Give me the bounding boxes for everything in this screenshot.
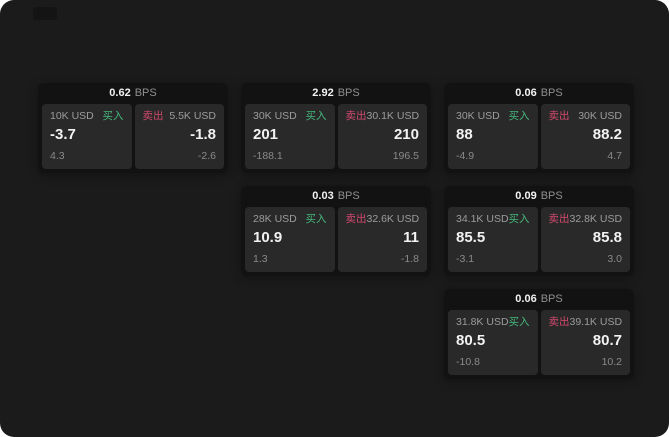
quote-card: 2.92 BPS 30K USD 买入 201 -188.1 卖出 30.1K … (241, 83, 431, 173)
sell-label: 卖出 (345, 110, 367, 122)
bps-unit-label: BPS (337, 87, 360, 99)
buy-amount: 31.8K USD (456, 316, 509, 328)
side-panels: 30K USD 买入 201 -188.1 卖出 30.1K USD 210 1… (245, 104, 427, 169)
bps-value: 0.62 (109, 87, 131, 99)
quote-card: 0.09 BPS 34.1K USD 买入 85.5 -3.1 卖出 32.8K… (444, 186, 634, 276)
buy-value: 85.5 (456, 228, 486, 246)
sell-delta: 3.0 (607, 253, 622, 266)
bps-unit-label: BPS (337, 190, 360, 202)
buy-value: 201 (253, 125, 279, 143)
buy-panel[interactable]: 30K USD 买入 201 -188.1 (245, 104, 335, 169)
bps-value: 0.03 (312, 190, 334, 202)
buy-panel[interactable]: 31.8K USD 买入 80.5 -10.8 (448, 310, 538, 375)
side-panels: 34.1K USD 买入 85.5 -3.1 卖出 32.8K USD 85.8… (448, 207, 630, 272)
side-panels: 10K USD 买入 -3.7 4.3 卖出 5.5K USD -1.8 -2.… (42, 104, 224, 169)
quote-grid: 0.62 BPS 10K USD 买入 -3.7 4.3 卖出 5.5K USD (38, 83, 634, 379)
buy-label: 买入 (102, 110, 124, 122)
sell-label: 卖出 (142, 110, 164, 122)
sell-value: 85.8 (592, 228, 622, 246)
buy-panel[interactable]: 30K USD 买入 88 -4.9 (448, 104, 538, 169)
sell-value: 210 (393, 125, 419, 143)
sell-delta: -1.8 (400, 253, 419, 266)
sell-panel[interactable]: 卖出 32.6K USD 11 -1.8 (337, 207, 427, 272)
buy-delta: 4.3 (50, 150, 65, 163)
sell-amount: 30K USD (578, 110, 622, 122)
buy-amount: 10K USD (50, 110, 94, 122)
sell-panel[interactable]: 卖出 30K USD 88.2 4.7 (540, 104, 630, 169)
card-header: 0.03 BPS (241, 186, 431, 207)
bps-unit-label: BPS (134, 87, 157, 99)
sell-panel[interactable]: 卖出 30.1K USD 210 196.5 (337, 104, 427, 169)
sell-amount: 32.8K USD (569, 213, 623, 225)
quote-card: 0.62 BPS 10K USD 买入 -3.7 4.3 卖出 5.5K USD (38, 83, 228, 173)
sell-panel[interactable]: 卖出 39.1K USD 80.7 10.2 (540, 310, 630, 375)
buy-panel[interactable]: 10K USD 买入 -3.7 4.3 (42, 104, 132, 169)
buy-panel[interactable]: 28K USD 买入 10.9 1.3 (245, 207, 335, 272)
buy-panel[interactable]: 34.1K USD 买入 85.5 -3.1 (448, 207, 538, 272)
quote-card: 0.06 BPS 31.8K USD 买入 80.5 -10.8 卖出 39.1… (444, 289, 634, 379)
sell-delta: 10.2 (601, 356, 622, 369)
sell-label: 卖出 (548, 213, 570, 225)
buy-label: 买入 (508, 110, 530, 122)
bps-unit-label: BPS (540, 190, 563, 202)
corner-chip (33, 7, 57, 20)
buy-delta: -10.8 (456, 356, 480, 369)
bps-value: 2.92 (312, 87, 334, 99)
buy-value: 88 (456, 125, 473, 143)
buy-value: 10.9 (253, 228, 283, 246)
sell-label: 卖出 (548, 316, 570, 328)
bps-value: 0.06 (515, 87, 537, 99)
sell-amount: 32.6K USD (366, 213, 420, 225)
buy-label: 买入 (305, 213, 327, 225)
side-panels: 28K USD 买入 10.9 1.3 卖出 32.6K USD 11 -1.8 (245, 207, 427, 272)
card-header: 2.92 BPS (241, 83, 431, 104)
buy-label: 买入 (305, 110, 327, 122)
buy-delta: -4.9 (456, 150, 475, 163)
quote-card: 0.06 BPS 30K USD 买入 88 -4.9 卖出 30K USD (444, 83, 634, 173)
sell-label: 卖出 (345, 213, 367, 225)
card-header: 0.06 BPS (444, 289, 634, 310)
bps-value: 0.09 (515, 190, 537, 202)
bps-unit-label: BPS (540, 87, 563, 99)
buy-label: 买入 (508, 316, 530, 328)
bps-unit-label: BPS (540, 293, 563, 305)
bps-value: 0.06 (515, 293, 537, 305)
sell-amount: 39.1K USD (569, 316, 623, 328)
buy-value: -3.7 (50, 125, 76, 143)
sell-value: -1.8 (190, 125, 216, 143)
sell-delta: 4.7 (607, 150, 622, 163)
buy-label: 买入 (508, 213, 530, 225)
sell-value: 88.2 (592, 125, 622, 143)
side-panels: 30K USD 买入 88 -4.9 卖出 30K USD 88.2 4.7 (448, 104, 630, 169)
card-header: 0.09 BPS (444, 186, 634, 207)
card-header: 0.62 BPS (38, 83, 228, 104)
buy-amount: 34.1K USD (456, 213, 509, 225)
sell-panel[interactable]: 卖出 5.5K USD -1.8 -2.6 (134, 104, 224, 169)
sell-value: 11 (403, 228, 419, 246)
buy-amount: 30K USD (456, 110, 500, 122)
sell-amount: 5.5K USD (169, 110, 216, 122)
side-panels: 31.8K USD 买入 80.5 -10.8 卖出 39.1K USD 80.… (448, 310, 630, 375)
buy-amount: 28K USD (253, 213, 297, 225)
sell-delta: 196.5 (392, 150, 419, 163)
sell-amount: 30.1K USD (366, 110, 420, 122)
quote-card: 0.03 BPS 28K USD 买入 10.9 1.3 卖出 32.6K US… (241, 186, 431, 276)
sell-delta: -2.6 (197, 150, 216, 163)
buy-delta: -188.1 (253, 150, 283, 163)
sell-panel[interactable]: 卖出 32.8K USD 85.8 3.0 (540, 207, 630, 272)
buy-delta: 1.3 (253, 253, 268, 266)
buy-delta: -3.1 (456, 253, 475, 266)
sell-value: 80.7 (592, 331, 622, 349)
sell-label: 卖出 (548, 110, 570, 122)
buy-value: 80.5 (456, 331, 486, 349)
buy-amount: 30K USD (253, 110, 297, 122)
card-header: 0.06 BPS (444, 83, 634, 104)
